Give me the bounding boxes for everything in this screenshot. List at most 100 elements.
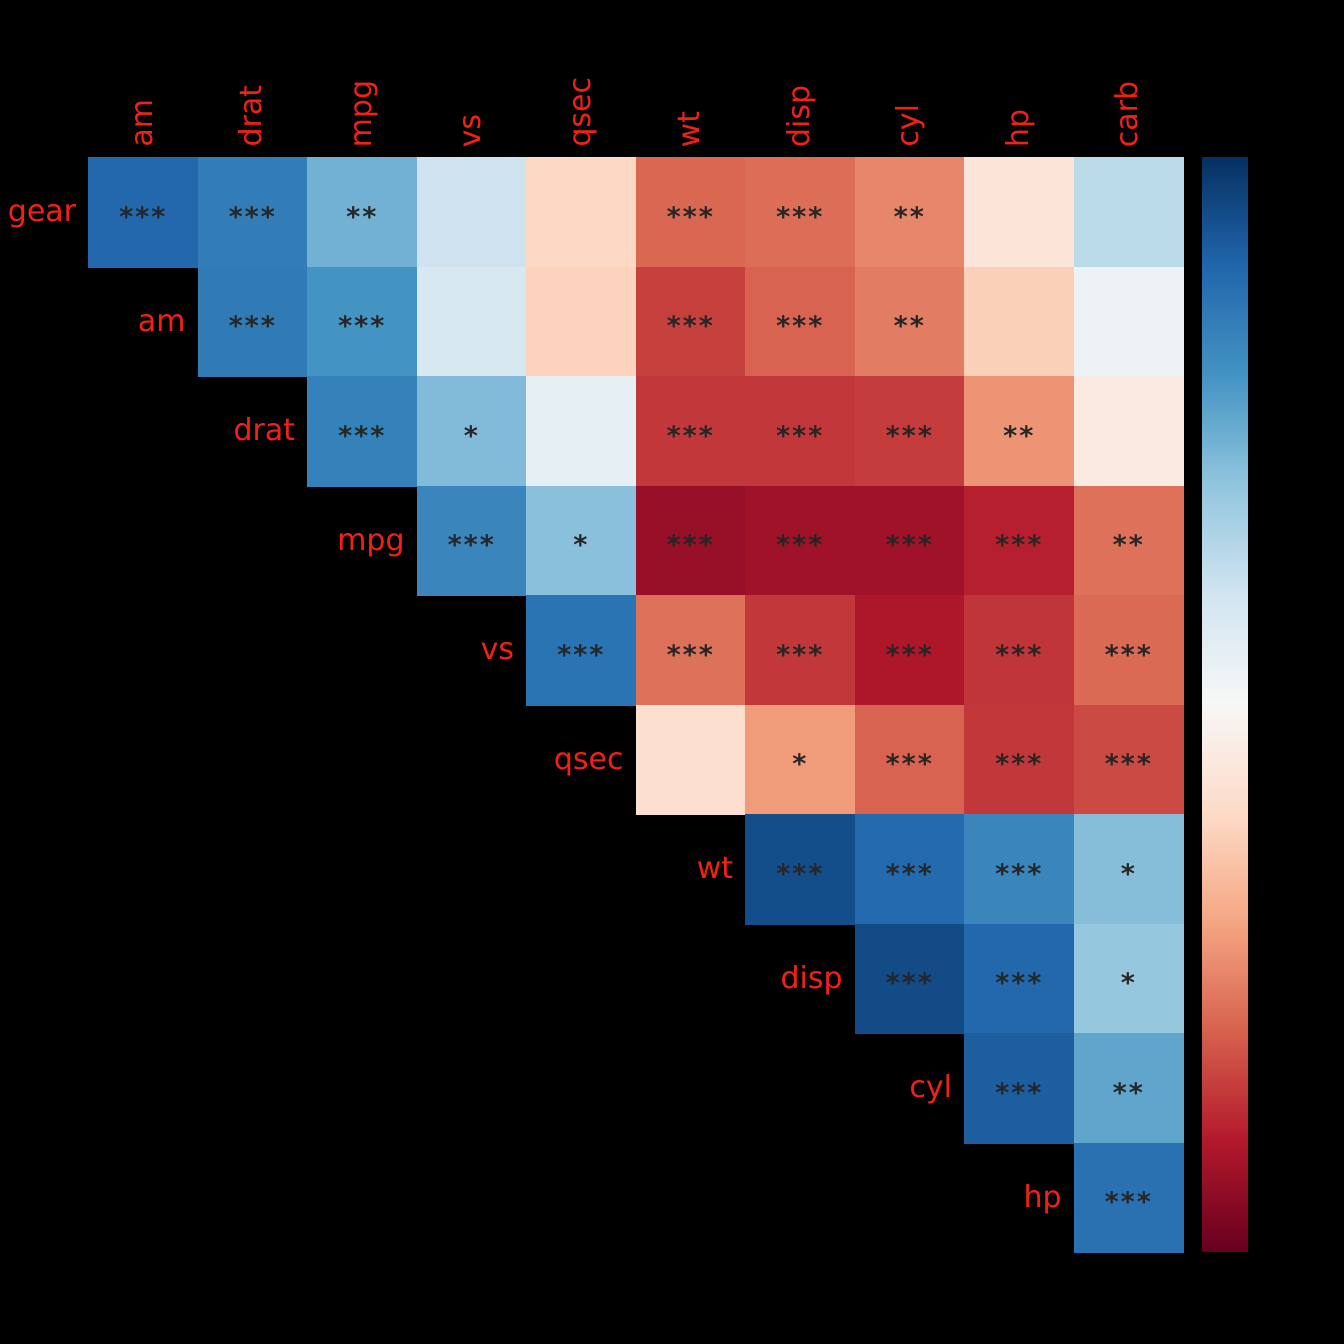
cell-gear-mpg: ** bbox=[307, 157, 418, 268]
significance-stars: *** bbox=[776, 530, 825, 562]
cell-drat-qsec bbox=[526, 376, 637, 487]
row-label-cyl: cyl bbox=[909, 1070, 952, 1105]
row-label-disp: disp bbox=[780, 960, 843, 996]
column-label-am: am bbox=[88, 3, 198, 147]
significance-stars: *** bbox=[995, 968, 1044, 1000]
significance-stars: *** bbox=[119, 201, 168, 233]
cell-drat-carb bbox=[1073, 376, 1184, 487]
significance-stars: * bbox=[1120, 858, 1137, 890]
row-label-gear: gear bbox=[7, 194, 76, 229]
significance-stars: *** bbox=[228, 311, 277, 343]
cell-am-vs bbox=[416, 266, 527, 377]
cell-drat-mpg: *** bbox=[307, 376, 418, 487]
significance-stars: *** bbox=[666, 639, 715, 671]
significance-stars: *** bbox=[776, 420, 825, 452]
significance-stars: *** bbox=[666, 311, 715, 343]
row-label-hp: hp bbox=[1023, 1179, 1062, 1215]
significance-stars: *** bbox=[338, 311, 387, 343]
cell-gear-am: *** bbox=[88, 157, 199, 268]
column-label-text: am bbox=[124, 99, 160, 147]
cell-qsec-disp: * bbox=[745, 704, 856, 815]
cell-mpg-hp: *** bbox=[964, 485, 1075, 596]
cell-gear-cyl: ** bbox=[854, 157, 965, 268]
significance-stars: *** bbox=[885, 639, 934, 671]
significance-stars: *** bbox=[776, 639, 825, 671]
cell-vs-hp: *** bbox=[964, 595, 1075, 706]
cell-gear-drat: *** bbox=[197, 157, 308, 268]
significance-stars: *** bbox=[885, 858, 934, 890]
significance-stars: ** bbox=[893, 201, 926, 233]
significance-stars: * bbox=[463, 420, 480, 452]
column-label-wt: wt bbox=[636, 3, 746, 147]
row-label-vs: vs bbox=[480, 632, 514, 667]
column-label-mpg: mpg bbox=[307, 3, 417, 147]
cell-mpg-disp: *** bbox=[745, 485, 856, 596]
column-label-text: carb bbox=[1110, 80, 1146, 147]
cell-vs-carb: *** bbox=[1073, 595, 1184, 706]
column-label-hp: hp bbox=[964, 3, 1074, 147]
significance-stars: *** bbox=[776, 858, 825, 890]
significance-stars: *** bbox=[228, 201, 277, 233]
significance-stars: * bbox=[573, 530, 590, 562]
significance-stars: *** bbox=[885, 420, 934, 452]
cell-mpg-carb: ** bbox=[1073, 485, 1184, 596]
significance-stars: *** bbox=[1104, 1187, 1153, 1219]
cell-drat-wt: *** bbox=[635, 376, 746, 487]
cell-qsec-wt bbox=[635, 704, 746, 815]
cell-wt-hp: *** bbox=[964, 814, 1075, 925]
significance-stars: *** bbox=[666, 201, 715, 233]
cell-disp-carb: * bbox=[1073, 923, 1184, 1034]
significance-stars: *** bbox=[447, 530, 496, 562]
column-label-text: vs bbox=[453, 113, 489, 147]
colorbar bbox=[1202, 157, 1248, 1252]
cell-vs-cyl: *** bbox=[854, 595, 965, 706]
cell-vs-wt: *** bbox=[635, 595, 746, 706]
cell-mpg-cyl: *** bbox=[854, 485, 965, 596]
column-label-carb: carb bbox=[1074, 3, 1184, 147]
significance-stars: * bbox=[1120, 968, 1137, 1000]
row-label-am: am bbox=[137, 303, 186, 339]
significance-stars: *** bbox=[995, 530, 1044, 562]
cell-am-carb bbox=[1073, 266, 1184, 377]
significance-stars: *** bbox=[885, 530, 934, 562]
significance-stars: *** bbox=[995, 749, 1044, 781]
significance-stars: *** bbox=[666, 530, 715, 562]
cell-am-mpg: *** bbox=[307, 266, 418, 377]
significance-stars: *** bbox=[1104, 749, 1153, 781]
column-label-cyl: cyl bbox=[855, 3, 965, 147]
cell-mpg-vs: *** bbox=[416, 485, 527, 596]
column-label-text: hp bbox=[1000, 108, 1036, 147]
cell-am-qsec bbox=[526, 266, 637, 377]
cell-wt-carb: * bbox=[1073, 814, 1184, 925]
significance-stars: *** bbox=[776, 311, 825, 343]
cell-gear-disp: *** bbox=[745, 157, 856, 268]
significance-stars: ** bbox=[1112, 1077, 1145, 1109]
cell-drat-hp: ** bbox=[964, 376, 1075, 487]
column-label-text: wt bbox=[672, 110, 708, 147]
significance-stars: *** bbox=[776, 201, 825, 233]
cell-drat-vs: * bbox=[416, 376, 527, 487]
significance-stars: *** bbox=[338, 420, 387, 452]
row-label-mpg: mpg bbox=[337, 522, 405, 558]
cell-am-disp: *** bbox=[745, 266, 856, 377]
cell-qsec-cyl: *** bbox=[854, 704, 965, 815]
cell-drat-disp: *** bbox=[745, 376, 856, 487]
column-label-text: disp bbox=[781, 84, 817, 147]
cell-disp-hp: *** bbox=[964, 923, 1075, 1034]
significance-stars: *** bbox=[995, 1077, 1044, 1109]
cell-gear-qsec bbox=[526, 157, 637, 268]
cell-gear-carb bbox=[1073, 157, 1184, 268]
row-label-wt: wt bbox=[696, 851, 733, 886]
column-label-disp: disp bbox=[745, 3, 855, 147]
cell-wt-cyl: *** bbox=[854, 814, 965, 925]
cell-am-cyl: ** bbox=[854, 266, 965, 377]
cell-wt-disp: *** bbox=[745, 814, 856, 925]
cell-hp-carb: *** bbox=[1073, 1142, 1184, 1253]
cell-disp-cyl: *** bbox=[854, 923, 965, 1034]
cell-gear-wt: *** bbox=[635, 157, 746, 268]
column-label-text: drat bbox=[234, 85, 270, 147]
significance-stars: *** bbox=[885, 968, 934, 1000]
cell-mpg-wt: *** bbox=[635, 485, 746, 596]
significance-stars: *** bbox=[557, 639, 606, 671]
